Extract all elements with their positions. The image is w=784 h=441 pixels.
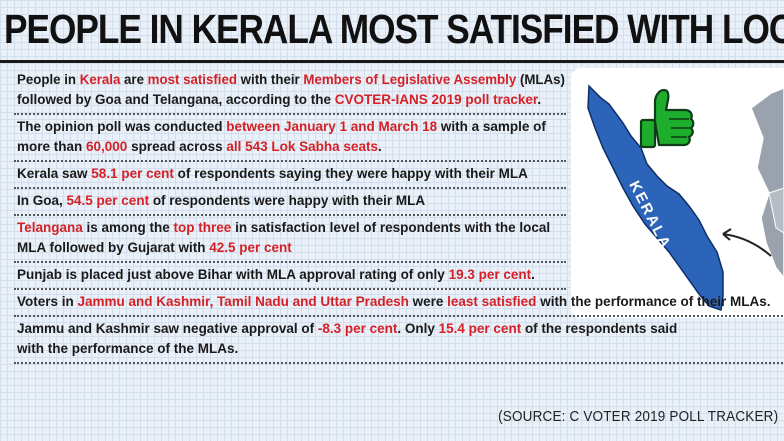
highlight-text: CVOTER-IANS 2019 poll tracker (334, 92, 538, 107)
highlight-text: 54.5 per cent (66, 193, 150, 208)
fact-text: Voters in (17, 294, 78, 309)
fact-line: Jammu and Kashmir saw negative approval … (17, 319, 784, 339)
fact-text: are (120, 72, 148, 87)
fact-text: People in (17, 72, 80, 87)
fact-text: Punjab is placed just above Bihar with M… (17, 267, 449, 282)
fact-line: People in Kerala are most satisfied with… (17, 70, 565, 90)
kerala-shape (587, 84, 724, 311)
arrowhead-icon (722, 228, 732, 241)
highlight-text: Kerala (79, 72, 121, 87)
fact-text: spread across (127, 139, 227, 154)
fact-text: (MLAs) (516, 72, 565, 87)
highlight-text: 19.3 per cent (448, 267, 532, 282)
fact-text: in satisfaction level of respondents wit… (231, 220, 551, 235)
neighbouring-state-shape (768, 187, 784, 234)
facts-list: People in Kerala are most satisfied with… (14, 68, 784, 364)
highlight-text: 58.1 per cent (91, 166, 174, 181)
headline: PEOPLE IN KERALA MOST SATISFIED WITH LOC (4, 6, 784, 52)
fact-text: with the performance of the MLAs. (17, 341, 239, 356)
fact-line: Voters in Jammu and Kashmir, Tamil Nadu … (17, 292, 784, 312)
fact-text: of respondents saying they were happy wi… (173, 166, 528, 181)
fact-item: In Goa, 54.5 per cent of respondents wer… (14, 189, 566, 216)
fact-item: Punjab is placed just above Bihar with M… (14, 263, 566, 290)
highlight-text: Jammu and Kashmir, Tamil Nadu and Uttar … (77, 294, 409, 309)
highlight-text: least satisfied (447, 294, 537, 309)
fact-line: more than 60,000 spread across all 543 L… (17, 137, 566, 157)
fact-text: were (408, 294, 448, 309)
fact-text: In Goa, (17, 193, 67, 208)
highlight-text: between January 1 and March 18 (226, 119, 438, 134)
fact-text: with the performance of their MLAs. (536, 294, 771, 309)
fact-text: . (537, 92, 542, 107)
fact-text: with a sample of (437, 119, 546, 134)
fact-line: In Goa, 54.5 per cent of respondents wer… (17, 191, 566, 211)
kerala-map: KERALA (587, 84, 784, 311)
fact-text: The opinion poll was conducted (17, 119, 227, 134)
headline-rule (0, 60, 784, 63)
fact-item: Jammu and Kashmir saw negative approval … (14, 317, 784, 364)
fact-line: MLA followed by Gujarat with 42.5 per ce… (17, 238, 566, 258)
fact-item: Telangana is among the top three in sati… (14, 216, 566, 263)
fact-text: . (531, 267, 535, 282)
neighbouring-state-shape (750, 87, 784, 280)
highlight-text: Members of Legislative Assembly (303, 72, 517, 87)
fact-text: of respondents were happy with their MLA (149, 193, 426, 208)
highlight-text: top three (173, 220, 232, 235)
fact-line: Telangana is among the top three in sati… (17, 218, 566, 238)
fact-text: is among the (82, 220, 174, 235)
fact-text: followed by Goa and Telangana, according… (17, 92, 335, 107)
kerala-map-panel: KERALA (571, 68, 784, 318)
fact-item: The opinion poll was conducted between J… (14, 115, 566, 162)
highlight-text: 42.5 per cent (209, 240, 292, 255)
fact-text: MLA followed by Gujarat with (17, 240, 210, 255)
highlight-text: 60,000 (86, 139, 128, 154)
highlight-text: Telangana (17, 220, 83, 235)
source-credit: (SOURCE: C VOTER 2019 POLL TRACKER) (497, 408, 778, 425)
fact-item: Kerala saw 58.1 per cent of respondents … (14, 162, 566, 189)
fact-text: of the respondents said (521, 321, 678, 336)
highlight-text: all 543 Lok Sabha seats (226, 139, 378, 154)
highlight-text: 15.4 per cent (438, 321, 522, 336)
fact-line: with the performance of the MLAs. (17, 339, 784, 359)
highlight-text: most satisfied (147, 72, 237, 87)
fact-text: . (377, 139, 382, 154)
fact-line: followed by Goa and Telangana, according… (17, 90, 566, 110)
fact-line: Punjab is placed just above Bihar with M… (17, 265, 566, 285)
fact-line: Kerala saw 58.1 per cent of respondents … (17, 164, 566, 184)
highlight-text: -8.3 per cent (317, 321, 398, 336)
fact-text: more than (17, 139, 87, 154)
fact-text: Jammu and Kashmir saw negative approval … (17, 321, 318, 336)
fact-text: Kerala saw (17, 166, 92, 181)
arrow-icon (722, 233, 772, 257)
fact-item: People in Kerala are most satisfied with… (14, 68, 566, 115)
thumbs-up-icon (639, 88, 695, 149)
fact-line: The opinion poll was conducted between J… (17, 117, 566, 137)
fact-text: with their (236, 72, 304, 87)
fact-text: . Only (397, 321, 439, 336)
fact-item: Voters in Jammu and Kashmir, Tamil Nadu … (14, 290, 784, 317)
